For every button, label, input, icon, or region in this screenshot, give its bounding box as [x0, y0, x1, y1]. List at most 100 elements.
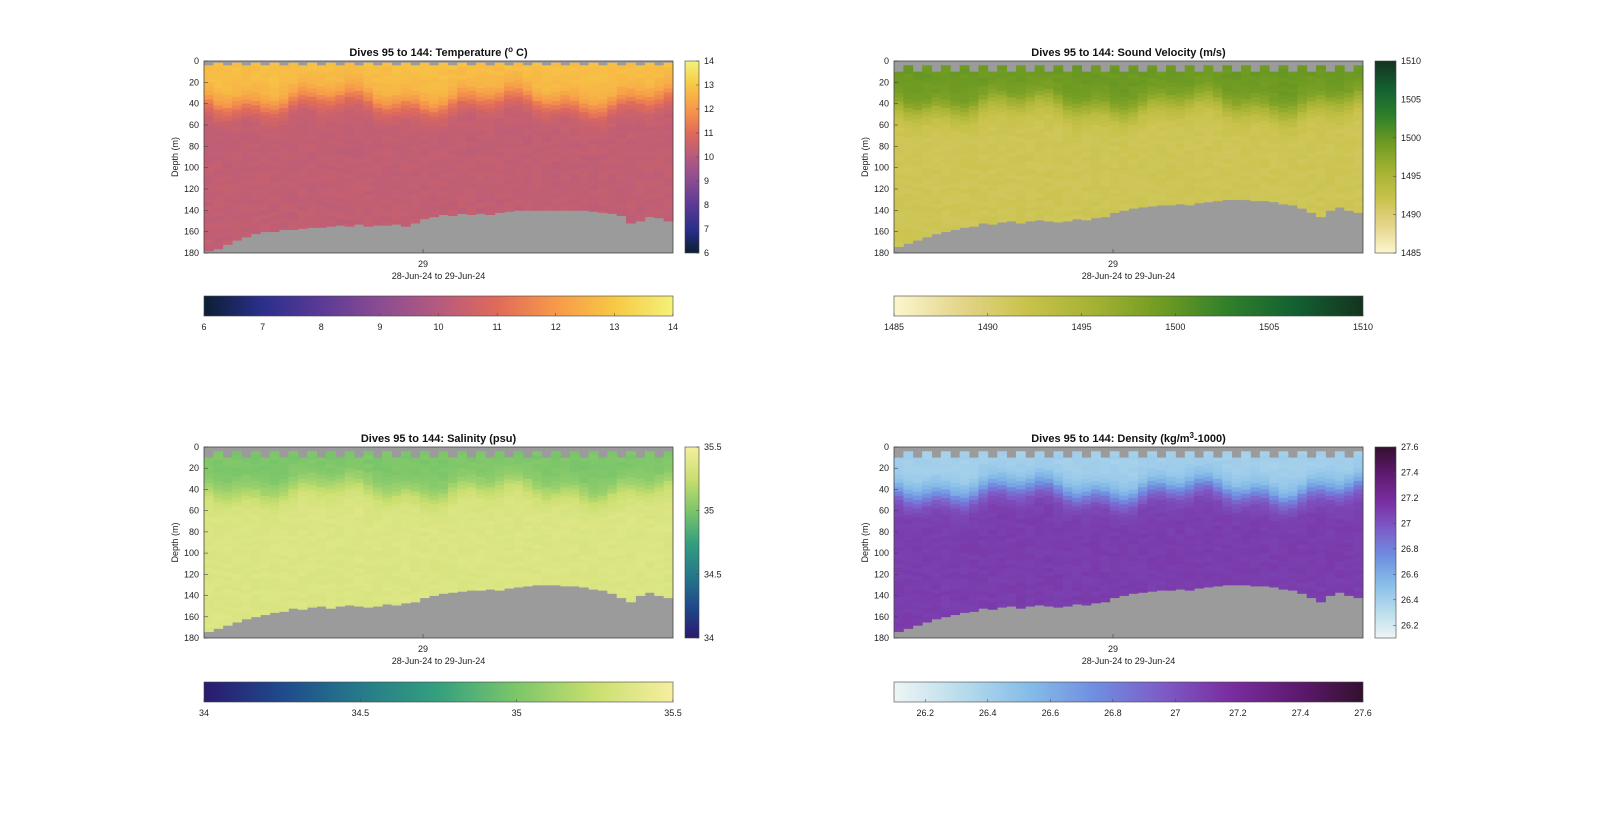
heatmap-cell [997, 137, 1007, 143]
heatmap-cell [969, 178, 979, 183]
heatmap-cell [1184, 103, 1195, 109]
heatmap-cell [644, 71, 655, 76]
heatmap-cell [1184, 86, 1195, 92]
heatmap-cell [1166, 146, 1176, 151]
heatmap-cell [1053, 189, 1064, 194]
heatmap-cell [457, 540, 468, 546]
heatmap-cell [504, 137, 514, 143]
heatmap-cell [354, 550, 364, 556]
hcolorbar-tick-label: 6 [201, 322, 206, 332]
heatmap-cell [1297, 112, 1308, 117]
heatmap-cell [987, 182, 998, 188]
heatmap-cell [494, 476, 505, 482]
heatmap-cell [457, 84, 468, 89]
heatmap-cell [1053, 180, 1064, 186]
heatmap-cell [466, 478, 477, 484]
heatmap-cell [222, 525, 233, 531]
heatmap-cell [663, 152, 674, 157]
heatmap-cell [335, 107, 346, 113]
heatmap-cell [1241, 197, 1251, 201]
heatmap-cell [997, 129, 1007, 134]
heatmap-cell [447, 176, 458, 181]
heatmap-cell [419, 122, 430, 128]
heatmap-cell [1015, 137, 1026, 143]
heatmap-cell [419, 540, 430, 546]
heatmap-cell [940, 210, 951, 215]
heatmap-cell [344, 570, 355, 575]
heatmap-cell [429, 584, 439, 590]
heatmap-cell [344, 113, 355, 119]
heatmap-cell [1250, 165, 1261, 171]
heatmap-cell [250, 612, 261, 618]
heatmap-cell [1222, 146, 1233, 151]
heatmap-cell [626, 122, 636, 128]
heatmap-cell [344, 186, 355, 192]
heatmap-cell [419, 216, 430, 220]
heatmap-cell [541, 107, 552, 113]
heatmap-cell [288, 190, 299, 196]
heatmap-cell [997, 218, 1007, 223]
heatmap-cell [363, 540, 374, 546]
heatmap-cell [626, 139, 636, 145]
heatmap-cell [213, 190, 224, 196]
heatmap-cell [457, 455, 468, 461]
heatmap-cell [1015, 112, 1026, 117]
heatmap-cell [1044, 75, 1054, 81]
heatmap-cell [504, 478, 514, 484]
heatmap-cell [307, 531, 317, 537]
heatmap-cell [410, 500, 421, 505]
heatmap-cell [213, 591, 224, 596]
heatmap-cell [1137, 186, 1148, 192]
heatmap-cell [616, 197, 627, 203]
heatmap-cell [1203, 86, 1214, 92]
heatmap-cell [419, 510, 430, 516]
heatmap-cell [912, 114, 923, 119]
heatmap-cell [372, 529, 383, 535]
heatmap-cell [494, 536, 505, 541]
heatmap-cell [363, 523, 374, 529]
heatmap-cell [372, 567, 383, 573]
heatmap-cell [494, 468, 505, 473]
heatmap-cell [1025, 139, 1036, 145]
heatmap-cell [476, 71, 486, 76]
heatmap-cell [588, 126, 599, 132]
heatmap-cell [372, 210, 383, 215]
heatmap-cell [232, 574, 242, 579]
heatmap-cell [438, 519, 449, 524]
heatmap-cell [597, 116, 608, 122]
heatmap-cell [232, 109, 242, 115]
heatmap-cell [626, 212, 636, 217]
heatmap-cell [297, 78, 308, 83]
heatmap-cell [335, 461, 346, 467]
heatmap-cell [1287, 101, 1298, 107]
heatmap-cell [663, 105, 674, 111]
heatmap-cell [1015, 193, 1026, 198]
heatmap-cell [485, 129, 496, 134]
heatmap-cell [513, 523, 524, 529]
heatmap-cell [344, 152, 355, 157]
heatmap-cell [222, 159, 233, 164]
heatmap-cell [569, 130, 580, 136]
heatmap-cell [922, 171, 932, 177]
heatmap-cell [1166, 65, 1176, 70]
heatmap-cell [382, 84, 392, 89]
heatmap-cell [626, 75, 636, 81]
heatmap-cell [903, 129, 914, 134]
heatmap-cell [391, 576, 402, 582]
heatmap-cell [250, 506, 261, 512]
heatmap-cell [1147, 137, 1158, 143]
heatmap-cell [654, 142, 665, 147]
heatmap-cell [204, 120, 214, 126]
heatmap-cell [1306, 105, 1317, 111]
heatmap-cell [931, 152, 942, 158]
heatmap-cell [1353, 86, 1364, 92]
heatmap-cell [260, 86, 271, 92]
heatmap-cell [987, 93, 998, 98]
heatmap-cell [419, 79, 430, 85]
heatmap-cell [903, 227, 914, 233]
heatmap-cell [1109, 107, 1120, 113]
heatmap-cell [250, 480, 261, 486]
heatmap-cell [438, 169, 449, 175]
heatmap-cell [279, 95, 289, 100]
heatmap-cell [569, 79, 580, 85]
